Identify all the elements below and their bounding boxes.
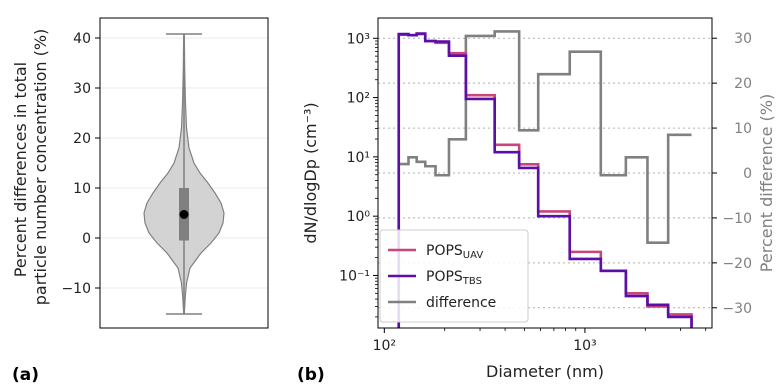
legend-subscript: TBS bbox=[462, 276, 482, 287]
size-dist-series bbox=[397, 30, 693, 328]
legend-box bbox=[379, 229, 529, 323]
violin-y-ticks: −10 0 10 20 30 40 bbox=[61, 31, 100, 297]
left-tick-label: 10² bbox=[347, 91, 370, 107]
panel-a: −10 0 10 20 30 40 Percent differences in tota… bbox=[11, 17, 269, 384]
size-dist-left-ticks: 10⁻¹ 10⁰ 10¹ 10² 10³ bbox=[339, 31, 378, 318]
violin-y-label: Percent differences in total particle nu… bbox=[11, 29, 50, 306]
right-tick-label: −20 bbox=[722, 256, 752, 272]
size-dist-x-ticks: 10² 10³ bbox=[373, 328, 707, 354]
size-dist-x-label: Diameter (nm) bbox=[486, 362, 604, 381]
right-tick-label: 20 bbox=[734, 76, 752, 92]
left-tick-label: 10⁰ bbox=[347, 209, 371, 225]
legend-subscript: UAV bbox=[463, 250, 484, 261]
right-tick-label: 10 bbox=[734, 121, 752, 137]
violin-y-tick-label: 10 bbox=[73, 181, 91, 197]
violin-y-tick-label: 0 bbox=[82, 231, 91, 247]
panel-label-b: (b) bbox=[297, 365, 325, 384]
violin-y-label-line1: Percent differences in total bbox=[11, 62, 30, 277]
violin-y-label-line2: particle number concentration (%) bbox=[31, 29, 50, 306]
violin-y-tick-label: 20 bbox=[73, 131, 91, 147]
violin-y-tick-label: 30 bbox=[73, 81, 91, 97]
size-dist-right-ticks: −30 −20 −10 0 10 20 30 bbox=[712, 31, 752, 317]
left-tick-label: 10¹ bbox=[347, 150, 370, 166]
violin-y-tick-label: −10 bbox=[61, 281, 91, 297]
right-tick-label: 0 bbox=[743, 166, 752, 182]
legend-entry-difference: difference bbox=[426, 295, 496, 311]
violin-median-point bbox=[179, 210, 189, 219]
violin-whisker bbox=[166, 33, 202, 315]
left-tick-label: 10³ bbox=[347, 31, 370, 47]
size-dist-y-label: dN/dlogDp (cm⁻³) bbox=[301, 102, 320, 243]
right-tick-label: −30 bbox=[722, 301, 752, 317]
right-tick-label: 30 bbox=[734, 31, 752, 47]
x-tick-label: 10³ bbox=[573, 338, 596, 354]
left-tick-label: 10⁻¹ bbox=[339, 268, 370, 284]
series-line-difference bbox=[398, 30, 692, 244]
panel-b: 10⁻¹ 10⁰ 10¹ 10² 10³ −30 −20 −10 0 10 20 30 10² 10³… bbox=[297, 17, 776, 384]
size-dist-y2-label: Percent difference (%) bbox=[757, 94, 776, 272]
right-tick-label: −10 bbox=[722, 211, 752, 227]
panel-label-a: (a) bbox=[12, 365, 39, 384]
x-tick-label: 10² bbox=[373, 338, 396, 354]
violin-y-tick-label: 40 bbox=[73, 31, 91, 47]
violin-plot-frame bbox=[99, 17, 269, 329]
series-line-pops-tbs bbox=[397, 32, 693, 328]
